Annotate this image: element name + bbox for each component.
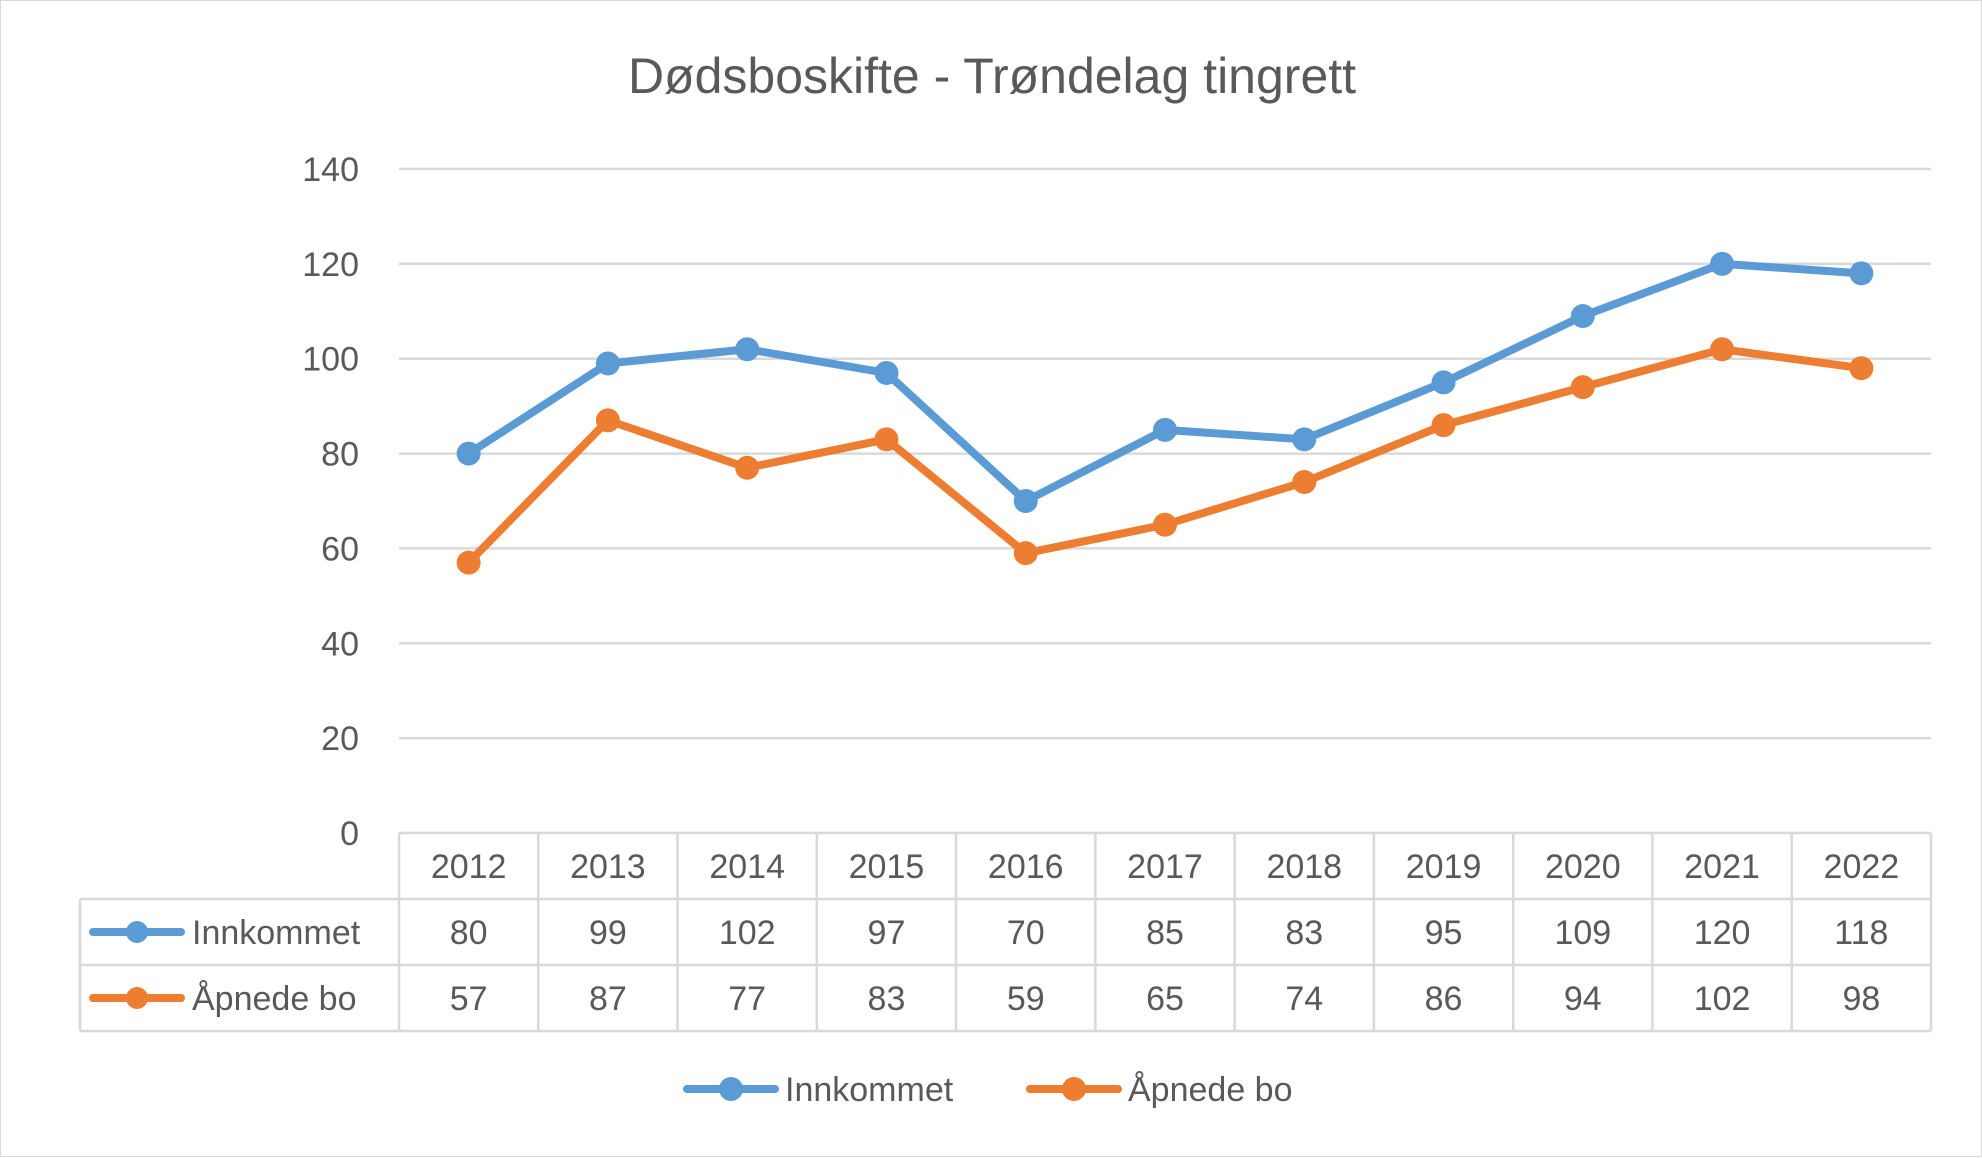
data-point xyxy=(874,427,899,452)
data-point xyxy=(874,360,899,385)
table-value-cell: 109 xyxy=(1554,914,1611,952)
series-layer xyxy=(456,251,1874,575)
table-value-cell: 87 xyxy=(589,980,627,1018)
table-value-cell: 83 xyxy=(1285,914,1323,952)
data-point xyxy=(1013,489,1038,513)
legend-label: Åpnede bo xyxy=(1128,1071,1293,1109)
data-point xyxy=(1013,541,1038,566)
data-point xyxy=(456,550,481,575)
x-category-label: 2020 xyxy=(1545,848,1621,886)
data-point xyxy=(1431,413,1456,438)
data-point xyxy=(1570,304,1595,329)
data-point xyxy=(735,337,760,362)
data-point xyxy=(1292,427,1317,452)
data-point xyxy=(1849,261,1874,286)
table-value-cell: 74 xyxy=(1285,980,1323,1018)
data-point xyxy=(456,441,481,466)
series-line xyxy=(464,259,1866,505)
table-value-cell: 85 xyxy=(1146,914,1184,952)
y-tick-label: 140 xyxy=(302,151,359,189)
legend-item: Innkommet xyxy=(683,1071,954,1109)
table-value-cell: 83 xyxy=(868,980,906,1018)
table-value-cell: 94 xyxy=(1564,980,1602,1018)
table-value-cell: 118 xyxy=(1834,914,1888,952)
y-tick-label: 80 xyxy=(321,436,359,474)
series-innkommet xyxy=(456,251,1874,513)
data-point xyxy=(595,408,620,433)
table-value-cell: 102 xyxy=(719,914,776,952)
x-category-label: 2018 xyxy=(1266,848,1342,886)
legend-label: Innkommet xyxy=(785,1071,954,1109)
table-series-name: Innkommet xyxy=(192,914,361,952)
data-point xyxy=(595,351,620,376)
table-value-cell: 59 xyxy=(1007,980,1045,1018)
table-legend-key-marker xyxy=(126,921,148,943)
y-tick-label: 20 xyxy=(321,720,359,758)
x-category-label: 2017 xyxy=(1127,848,1203,886)
table-value-cell: 120 xyxy=(1694,914,1751,952)
data-point xyxy=(735,455,760,480)
x-category-label: 2015 xyxy=(849,848,925,886)
data-point xyxy=(1153,417,1177,442)
y-tick-label: 60 xyxy=(321,530,359,568)
table-value-cell: 99 xyxy=(589,914,627,952)
y-tick-label: 40 xyxy=(321,625,359,663)
x-category-label: 2016 xyxy=(988,848,1064,886)
data-point xyxy=(1849,356,1874,381)
gridlines xyxy=(399,167,1931,740)
table-value-cell: 98 xyxy=(1842,980,1880,1018)
y-tick-label: 100 xyxy=(302,341,359,379)
data-point xyxy=(1153,512,1177,537)
table-value-cell: 86 xyxy=(1425,980,1463,1018)
legend: Innkommet Åpnede bo xyxy=(683,1071,1293,1109)
legend-item: Åpnede bo xyxy=(1026,1071,1293,1109)
x-category-label: 2013 xyxy=(570,848,646,886)
data-point xyxy=(1710,251,1735,276)
x-category-label: 2012 xyxy=(431,848,507,886)
table-value-cell: 57 xyxy=(450,980,488,1018)
data-point xyxy=(1570,375,1595,400)
legend-key-marker xyxy=(1062,1077,1086,1101)
table-legend-key-marker xyxy=(126,987,148,1009)
y-tick-label: 0 xyxy=(340,815,359,853)
table-value-cell: 77 xyxy=(728,980,766,1018)
x-category-label: 2019 xyxy=(1406,848,1482,886)
data-point xyxy=(1710,337,1735,362)
data-point xyxy=(1431,370,1456,395)
table-value-cell: 80 xyxy=(450,914,488,952)
table-value-cell: 65 xyxy=(1146,980,1184,1018)
table-value-cell: 95 xyxy=(1425,914,1463,952)
y-axis-tick-labels: 0 20 40 60 80 100 120 140 xyxy=(302,151,359,853)
y-tick-label: 120 xyxy=(302,246,359,284)
series-apnede-bo xyxy=(456,337,1874,575)
chart-title: Dødsboskifte - Trøndelag tingrett xyxy=(628,48,1356,104)
x-category-label: 2022 xyxy=(1824,848,1900,886)
x-category-label: 2014 xyxy=(709,848,785,886)
x-category-label: 2021 xyxy=(1684,848,1760,886)
data-table: 2012 2013 2014 2015 2016 2017 2018 2019 2020 2021… xyxy=(78,831,1933,1033)
data-point xyxy=(1292,470,1317,495)
table-series-name: Åpnede bo xyxy=(192,980,357,1018)
legend-key-marker xyxy=(719,1077,743,1101)
table-value-cell: 102 xyxy=(1694,980,1751,1018)
table-value-cell: 97 xyxy=(868,914,906,952)
table-value-cell: 70 xyxy=(1007,914,1045,952)
